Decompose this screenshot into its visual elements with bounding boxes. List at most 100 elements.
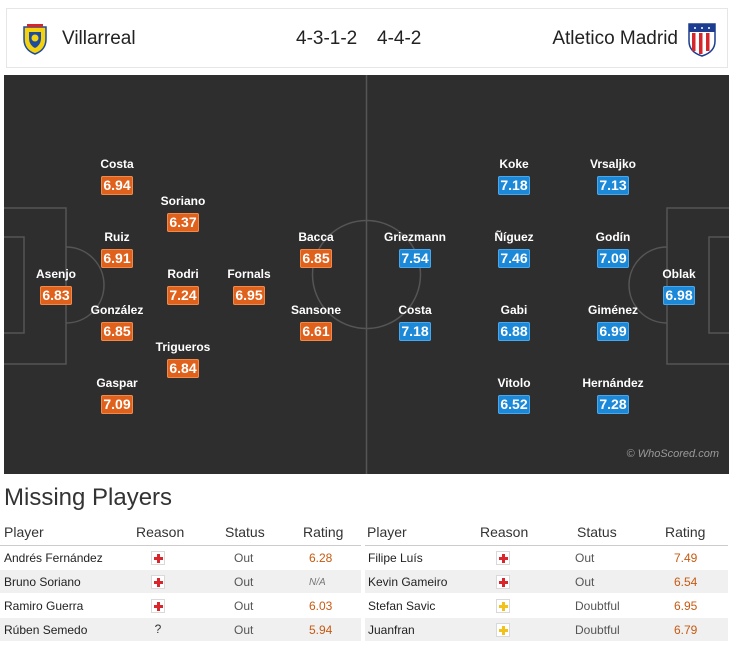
away-player-griezmann[interactable]: Griezmann 7.54 bbox=[375, 230, 455, 268]
table-row: Andrés Fernández Out 6.28 bbox=[0, 546, 361, 570]
away-team-name[interactable]: Atletico Madrid bbox=[552, 28, 678, 49]
table-row: Filipe Luís Out 7.49 bbox=[365, 546, 728, 570]
away-player-costa[interactable]: Costa 7.18 bbox=[375, 303, 455, 341]
player-rating: 6.99 bbox=[597, 322, 629, 341]
doubtful-icon[interactable] bbox=[496, 599, 510, 613]
player-name: Costa bbox=[398, 303, 432, 317]
column-header-status[interactable]: Status bbox=[577, 524, 617, 540]
player-name: Bacca bbox=[298, 230, 334, 244]
missing-player-status: Out bbox=[575, 575, 595, 589]
injury-icon[interactable] bbox=[151, 599, 165, 613]
home-player-fornals[interactable]: Fornals 6.95 bbox=[209, 267, 289, 305]
table-row: Kevin Gameiro Out 6.54 bbox=[365, 570, 728, 594]
table-row: Bruno Soriano Out N/A bbox=[0, 570, 361, 594]
missing-player-status: Out bbox=[575, 551, 595, 565]
player-rating: 7.18 bbox=[498, 176, 530, 195]
missing-player-status: Doubtful bbox=[575, 599, 620, 613]
missing-player-name[interactable]: Bruno Soriano bbox=[4, 575, 81, 589]
player-name: González bbox=[90, 303, 144, 317]
home-player-ruiz[interactable]: Ruiz 6.91 bbox=[77, 230, 157, 268]
column-header-player[interactable]: Player bbox=[367, 524, 407, 540]
player-name: Sansone bbox=[290, 303, 341, 317]
missing-player-name[interactable]: Kevin Gameiro bbox=[368, 575, 448, 589]
injury-icon[interactable] bbox=[496, 575, 510, 589]
missing-player-name[interactable]: Andrés Fernández bbox=[4, 551, 103, 565]
doubtful-icon[interactable] bbox=[496, 623, 510, 637]
player-rating: 6.84 bbox=[167, 359, 199, 378]
home-player-bacca[interactable]: Bacca 6.85 bbox=[276, 230, 356, 268]
home-player-gaspar[interactable]: Gaspar 7.09 bbox=[77, 376, 157, 414]
missing-player-rating: 7.49 bbox=[674, 551, 698, 565]
table-row: Stefan Savic Doubtful 6.95 bbox=[365, 594, 728, 618]
missing-player-status: Out bbox=[234, 599, 254, 613]
player-rating: 6.61 bbox=[300, 322, 332, 341]
player-name: Ñíguez bbox=[494, 230, 534, 244]
player-rating: 7.09 bbox=[597, 249, 629, 268]
away-player-oblak[interactable]: Oblak 6.98 bbox=[639, 267, 719, 305]
player-name: Ruiz bbox=[104, 230, 130, 244]
missing-players-title: Missing Players bbox=[4, 484, 173, 511]
player-name: Gaspar bbox=[96, 376, 138, 390]
player-name: Godín bbox=[595, 230, 631, 244]
column-header-rating[interactable]: Rating bbox=[303, 524, 344, 540]
table-row: Ramiro Guerra Out 6.03 bbox=[0, 594, 361, 618]
home-team-name[interactable]: Villarreal bbox=[62, 28, 136, 49]
missing-player-rating: 6.54 bbox=[674, 575, 698, 589]
missing-player-name[interactable]: Juanfran bbox=[368, 623, 415, 637]
away-missing-table: Player Reason Status Rating Filipe Luís … bbox=[365, 520, 728, 642]
missing-player-rating: 5.94 bbox=[309, 623, 333, 637]
missing-player-rating: 6.03 bbox=[309, 599, 333, 613]
missing-player-rating: 6.95 bbox=[674, 599, 698, 613]
missing-player-status: Out bbox=[234, 551, 254, 565]
unknown-reason-icon[interactable]: ? bbox=[154, 622, 162, 636]
injury-icon[interactable] bbox=[151, 575, 165, 589]
home-player-rodri[interactable]: Rodri 7.24 bbox=[143, 267, 223, 305]
home-player-soriano[interactable]: Soriano 6.37 bbox=[143, 194, 223, 232]
missing-player-rating: 6.79 bbox=[674, 623, 698, 637]
away-player-niguez[interactable]: Ñíguez 7.46 bbox=[474, 230, 554, 268]
player-rating: 6.52 bbox=[498, 395, 530, 414]
player-rating: 6.83 bbox=[40, 286, 72, 305]
villarreal-crest-icon bbox=[23, 24, 47, 55]
missing-player-name[interactable]: Ramiro Guerra bbox=[4, 599, 84, 613]
player-rating: 6.91 bbox=[101, 249, 133, 268]
player-name: Vrsaljko bbox=[589, 157, 637, 171]
player-rating: 7.09 bbox=[101, 395, 133, 414]
player-name: Hernández bbox=[582, 376, 644, 390]
injury-icon[interactable] bbox=[496, 551, 510, 565]
away-player-gabi[interactable]: Gabi 6.88 bbox=[474, 303, 554, 341]
column-header-player[interactable]: Player bbox=[4, 524, 44, 540]
away-player-koke[interactable]: Koke 7.18 bbox=[474, 157, 554, 195]
missing-player-name[interactable]: Rúben Semedo bbox=[4, 623, 88, 637]
away-player-hernandez[interactable]: Hernández 7.28 bbox=[573, 376, 653, 414]
home-player-asenjo[interactable]: Asenjo 6.83 bbox=[16, 267, 96, 305]
player-name: Trigueros bbox=[155, 340, 211, 354]
home-player-costa[interactable]: Costa 6.94 bbox=[77, 157, 157, 195]
home-missing-table: Player Reason Status Rating Andrés Ferná… bbox=[0, 520, 361, 642]
player-rating: 7.18 bbox=[399, 322, 431, 341]
column-header-rating[interactable]: Rating bbox=[665, 524, 706, 540]
player-name: Fornals bbox=[227, 267, 271, 281]
player-name: Griezmann bbox=[383, 230, 446, 244]
home-player-trigueros[interactable]: Trigueros 6.84 bbox=[143, 340, 223, 378]
column-header-reason[interactable]: Reason bbox=[480, 524, 529, 540]
away-player-vrsaljko[interactable]: Vrsaljko 7.13 bbox=[573, 157, 653, 195]
match-header: Villarreal 4-3-1-2 4-4-2 Atletico Madrid bbox=[6, 8, 728, 68]
missing-player-name[interactable]: Filipe Luís bbox=[368, 551, 423, 565]
table-row: Rúben Semedo ? Out 5.94 bbox=[0, 618, 361, 642]
column-header-status[interactable]: Status bbox=[225, 524, 265, 540]
missing-player-name[interactable]: Stefan Savic bbox=[368, 599, 436, 613]
player-name: Costa bbox=[100, 157, 134, 171]
player-rating: 6.98 bbox=[663, 286, 695, 305]
player-name: Gabi bbox=[500, 303, 528, 317]
away-player-vitolo[interactable]: Vitolo 6.52 bbox=[474, 376, 554, 414]
column-header-reason[interactable]: Reason bbox=[136, 524, 185, 540]
away-player-godin[interactable]: Godín 7.09 bbox=[573, 230, 653, 268]
player-rating: 7.54 bbox=[399, 249, 431, 268]
home-formation: 4-3-1-2 bbox=[296, 28, 358, 49]
injury-icon[interactable] bbox=[151, 551, 165, 565]
missing-player-status: Out bbox=[234, 575, 254, 589]
home-player-sansone[interactable]: Sansone 6.61 bbox=[276, 303, 356, 341]
away-player-gimenez[interactable]: Giménez 6.99 bbox=[573, 303, 653, 341]
home-player-gonzalez[interactable]: González 6.85 bbox=[77, 303, 157, 341]
